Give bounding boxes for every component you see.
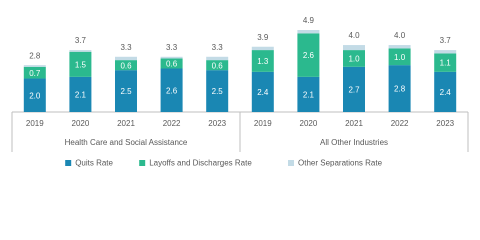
total-label: 3.7 [75, 36, 87, 45]
bar-segment [115, 56, 137, 61]
bar-segment [297, 76, 320, 112]
bar-segment [160, 68, 183, 112]
bar-segment [206, 70, 229, 112]
group-label: Health Care and Social Assistance [65, 138, 188, 147]
bar-segment [69, 50, 92, 52]
bar-segment [251, 46, 274, 51]
total-label: 3.3 [166, 43, 178, 52]
bar-segment [388, 48, 411, 66]
total-label: 3.7 [440, 36, 452, 45]
value-label: 2.1 [75, 91, 87, 100]
bar-segment [69, 51, 92, 77]
legend-swatch [65, 160, 72, 166]
value-label: 2.8 [394, 85, 406, 94]
value-label: 0.6 [212, 61, 224, 70]
bar-segment [251, 50, 274, 72]
bar-segment [160, 56, 183, 59]
total-label: 3.3 [120, 43, 132, 52]
chart: Health Care and Social Assistance All Oth… [11, 16, 469, 168]
total-label: 3.3 [212, 43, 224, 52]
value-label: 2.0 [29, 91, 41, 100]
bar-segment [388, 65, 411, 112]
x-tick-label: 2020 [300, 119, 318, 128]
legend-label: Quits Rate [75, 159, 113, 168]
x-tick-label: 2023 [436, 119, 454, 128]
bar-segment [434, 53, 457, 72]
legend-label: Layoffs and Discharges Rate [149, 159, 252, 168]
value-label: 2.4 [257, 88, 269, 97]
group-label: All Other Industries [320, 138, 388, 147]
value-label: 2.7 [348, 86, 360, 95]
x-tick-label: 2021 [345, 119, 363, 128]
x-tick-label: 2022 [391, 119, 409, 128]
legend-swatch [139, 160, 146, 166]
bar-segment [69, 76, 92, 112]
bar-segment [206, 60, 229, 71]
bar-segment [343, 45, 365, 51]
value-label: 2.6 [303, 51, 315, 60]
bar-segment [160, 58, 183, 69]
bar-segment [23, 65, 46, 67]
value-label: 1.0 [348, 55, 360, 64]
value-label: 2.4 [440, 88, 452, 97]
total-label: 3.9 [257, 33, 269, 42]
x-tick-label: 2019 [254, 119, 272, 128]
bar-segment [434, 50, 457, 54]
value-label: 2.6 [166, 86, 178, 95]
x-tick-label: 2021 [117, 119, 135, 128]
x-tick-label: 2019 [26, 119, 44, 128]
value-label: 2.5 [120, 87, 132, 96]
bar-segment [388, 45, 411, 49]
value-label: 0.6 [166, 60, 178, 69]
value-label: 0.7 [29, 69, 41, 78]
legend-swatch [288, 160, 294, 166]
bar-segment [23, 78, 46, 112]
value-label: 1.1 [440, 59, 452, 68]
value-label: 2.5 [212, 87, 224, 96]
value-label: 0.6 [120, 61, 132, 70]
bar-segment [115, 70, 137, 112]
total-label: 4.9 [303, 16, 315, 25]
bar-segment [343, 66, 365, 112]
total-label: 2.8 [29, 51, 41, 60]
total-label: 4.0 [348, 31, 360, 40]
bar-segment [297, 30, 320, 34]
value-label: 1.3 [257, 57, 269, 66]
bar-segment [343, 50, 365, 67]
value-label: 2.1 [303, 91, 315, 100]
x-tick-label: 2020 [72, 119, 90, 128]
bar-segment [434, 71, 457, 112]
bar-segment [206, 56, 229, 61]
total-label: 4.0 [394, 31, 406, 40]
value-label: 1.0 [394, 53, 406, 62]
bar-segment [115, 60, 137, 71]
value-label: 1.5 [75, 60, 87, 69]
bar-segment [251, 71, 274, 112]
bar-segment [297, 33, 320, 77]
legend-label: Other Separations Rate [298, 159, 383, 168]
x-tick-label: 2023 [208, 119, 226, 128]
bar-segment [23, 66, 46, 79]
x-tick-label: 2022 [163, 119, 181, 128]
